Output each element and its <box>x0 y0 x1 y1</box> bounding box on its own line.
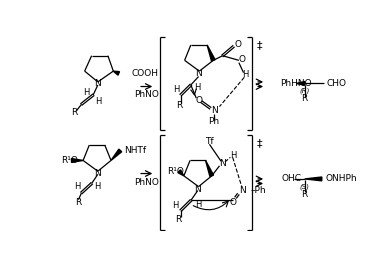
Text: O: O <box>238 55 245 64</box>
Text: H: H <box>242 70 248 80</box>
Text: N: N <box>240 186 246 195</box>
Text: Tf: Tf <box>205 137 214 146</box>
Text: R: R <box>301 94 308 103</box>
Text: (S): (S) <box>300 183 310 190</box>
Text: H: H <box>195 200 202 209</box>
Text: H: H <box>83 88 89 97</box>
Polygon shape <box>111 149 122 160</box>
Polygon shape <box>71 159 83 162</box>
Text: PhHNO: PhHNO <box>280 79 312 88</box>
Text: R: R <box>75 198 82 206</box>
Polygon shape <box>113 71 120 75</box>
Text: NHTf: NHTf <box>124 146 146 155</box>
Text: R: R <box>175 215 181 224</box>
Text: –Ph: –Ph <box>250 186 266 195</box>
Text: ‡: ‡ <box>257 138 262 148</box>
Text: ‡: ‡ <box>257 40 262 50</box>
Text: H: H <box>94 182 100 191</box>
Text: R: R <box>71 108 77 117</box>
Text: COOH: COOH <box>132 69 159 78</box>
Text: OHC: OHC <box>281 174 301 183</box>
Polygon shape <box>305 177 322 181</box>
Text: H: H <box>173 85 179 94</box>
Text: H: H <box>172 201 178 210</box>
Text: H: H <box>194 83 201 92</box>
Text: R: R <box>176 100 182 110</box>
Text: R: R <box>301 190 308 199</box>
Text: O: O <box>234 40 241 49</box>
Text: H: H <box>94 97 101 106</box>
Text: PhNO: PhNO <box>134 178 159 187</box>
Text: R¹O: R¹O <box>62 156 78 165</box>
Text: N: N <box>94 169 101 178</box>
Text: N: N <box>195 69 202 78</box>
Text: N: N <box>194 185 201 194</box>
Polygon shape <box>205 160 214 177</box>
Text: ONHPh: ONHPh <box>326 174 357 183</box>
Text: CHO: CHO <box>327 79 347 88</box>
Text: PhNO: PhNO <box>134 90 159 99</box>
Text: O: O <box>230 198 237 206</box>
Text: (R): (R) <box>299 88 310 94</box>
Text: Ph: Ph <box>209 117 220 126</box>
Polygon shape <box>296 82 305 85</box>
Polygon shape <box>178 170 184 176</box>
Text: N: N <box>94 79 101 88</box>
Text: H: H <box>74 182 81 191</box>
Text: N: N <box>219 159 226 168</box>
Text: N: N <box>211 106 218 115</box>
Polygon shape <box>207 45 215 61</box>
Text: H: H <box>230 151 237 160</box>
Text: R¹O: R¹O <box>167 167 185 176</box>
Text: O: O <box>195 96 202 105</box>
